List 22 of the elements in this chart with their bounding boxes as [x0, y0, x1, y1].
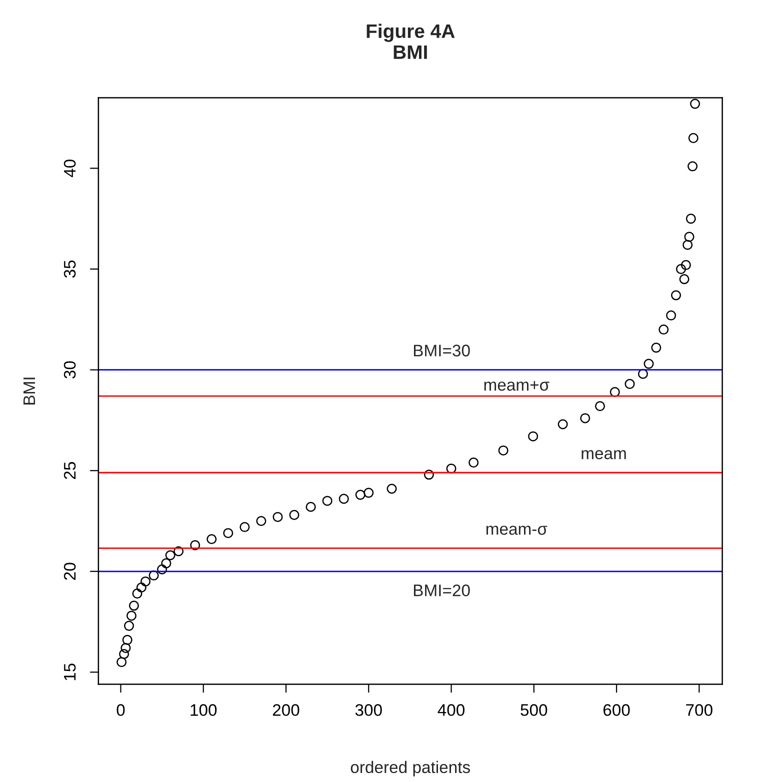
x-axis-title: ordered patients	[350, 760, 470, 776]
ref-line-label: BMI=30	[414, 344, 470, 356]
y-tick-label: 25	[64, 462, 76, 480]
ref-line-label: meam	[582, 450, 626, 460]
y-tick-label: 40	[64, 160, 76, 178]
x-tick-label: 0	[116, 704, 125, 716]
ref-line-label: BMI=20	[414, 584, 470, 596]
chart-title: Figure 4A BMI	[366, 24, 455, 59]
ref-line-label: meam+σ	[484, 380, 550, 391]
y-tick-label: 15	[64, 664, 76, 680]
x-tick-label: 700	[686, 704, 712, 716]
x-tick-label: 600	[603, 704, 630, 716]
y-tick-label: 30	[64, 361, 76, 378]
y-tick-label: 35	[64, 260, 76, 278]
y-tick-label: 20	[64, 562, 76, 580]
ref-line-label: meam-σ	[486, 526, 548, 535]
x-tick-label: 100	[190, 704, 217, 716]
x-tick-label: 300	[355, 704, 382, 716]
x-tick-label: 400	[438, 704, 465, 716]
x-tick-label: 200	[272, 704, 300, 716]
x-tick-label: 500	[520, 704, 548, 716]
y-axis-title: BMI	[24, 378, 35, 404]
